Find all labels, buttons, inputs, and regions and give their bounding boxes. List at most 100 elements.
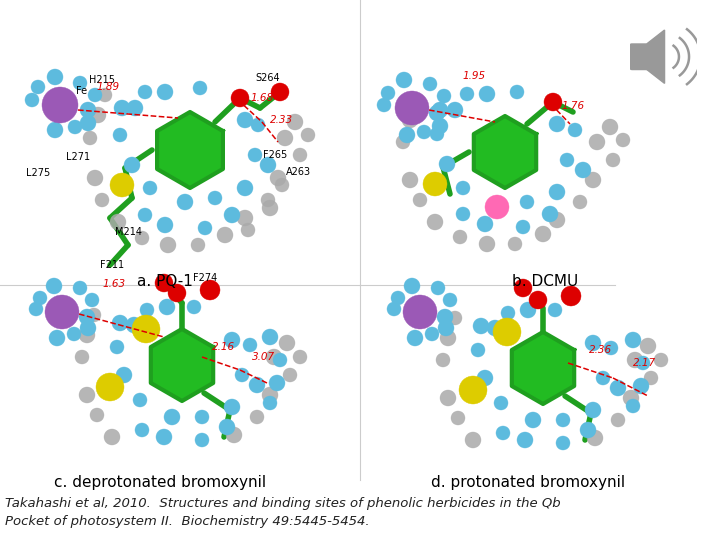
Circle shape — [417, 125, 431, 139]
Circle shape — [80, 320, 96, 336]
Circle shape — [473, 318, 489, 334]
Circle shape — [451, 411, 465, 425]
Circle shape — [42, 87, 78, 123]
Circle shape — [301, 128, 315, 142]
Circle shape — [127, 100, 143, 116]
Circle shape — [195, 433, 209, 447]
Circle shape — [138, 85, 152, 99]
Circle shape — [160, 237, 176, 253]
Circle shape — [430, 127, 444, 141]
Circle shape — [585, 402, 601, 418]
Circle shape — [580, 422, 596, 438]
Circle shape — [459, 376, 487, 404]
Circle shape — [287, 114, 303, 130]
Circle shape — [436, 353, 450, 367]
Circle shape — [606, 153, 620, 167]
Circle shape — [237, 112, 253, 128]
Circle shape — [159, 299, 175, 315]
Circle shape — [191, 238, 205, 252]
Circle shape — [407, 330, 423, 346]
Circle shape — [283, 368, 297, 382]
Circle shape — [293, 148, 307, 162]
Circle shape — [140, 303, 154, 317]
Circle shape — [477, 370, 493, 386]
Circle shape — [198, 221, 212, 235]
Text: L271: L271 — [66, 152, 90, 162]
Circle shape — [73, 76, 87, 90]
Circle shape — [561, 286, 581, 306]
Circle shape — [548, 303, 562, 317]
Circle shape — [625, 332, 641, 348]
Circle shape — [514, 279, 532, 297]
Text: F274: F274 — [193, 273, 217, 283]
Circle shape — [525, 412, 541, 428]
Circle shape — [279, 335, 295, 351]
Circle shape — [262, 200, 278, 216]
Circle shape — [25, 93, 39, 107]
Circle shape — [399, 127, 415, 143]
Circle shape — [266, 349, 282, 365]
Circle shape — [544, 93, 562, 111]
Circle shape — [377, 98, 391, 112]
Circle shape — [403, 295, 437, 329]
Circle shape — [604, 341, 618, 355]
Circle shape — [68, 120, 82, 134]
Text: Fe: Fe — [76, 86, 88, 96]
Circle shape — [269, 375, 285, 391]
Polygon shape — [474, 116, 536, 188]
Text: 2.16: 2.16 — [212, 342, 235, 352]
Text: L275: L275 — [26, 168, 50, 178]
Circle shape — [243, 338, 257, 352]
Circle shape — [113, 128, 127, 142]
Circle shape — [79, 327, 95, 343]
Circle shape — [425, 327, 439, 341]
Circle shape — [250, 410, 264, 424]
Circle shape — [494, 396, 508, 410]
Circle shape — [219, 419, 235, 435]
Circle shape — [448, 311, 462, 325]
Circle shape — [96, 373, 124, 401]
Circle shape — [496, 426, 510, 440]
Circle shape — [610, 380, 626, 396]
Circle shape — [479, 86, 495, 102]
Circle shape — [437, 89, 451, 103]
Circle shape — [273, 353, 287, 367]
Circle shape — [208, 191, 222, 205]
Circle shape — [395, 91, 429, 125]
Polygon shape — [631, 44, 647, 69]
Circle shape — [79, 387, 95, 403]
Circle shape — [589, 134, 605, 150]
Circle shape — [391, 291, 405, 305]
Circle shape — [143, 181, 157, 195]
Circle shape — [46, 278, 62, 294]
Circle shape — [275, 178, 289, 192]
Circle shape — [157, 217, 173, 233]
Circle shape — [49, 330, 65, 346]
Circle shape — [460, 87, 474, 101]
Circle shape — [235, 368, 249, 382]
Circle shape — [110, 340, 124, 354]
Circle shape — [402, 172, 418, 188]
Circle shape — [132, 315, 160, 343]
Circle shape — [224, 399, 240, 415]
Text: 1.68: 1.68 — [251, 93, 274, 103]
Circle shape — [402, 112, 418, 128]
Circle shape — [193, 81, 207, 95]
Circle shape — [87, 170, 103, 186]
Circle shape — [387, 302, 401, 316]
Circle shape — [456, 207, 470, 221]
Text: 2.36: 2.36 — [590, 345, 613, 355]
Circle shape — [427, 214, 443, 230]
Circle shape — [261, 193, 275, 207]
Circle shape — [133, 393, 147, 407]
Circle shape — [168, 284, 186, 302]
Circle shape — [177, 194, 193, 210]
Circle shape — [549, 184, 565, 200]
Circle shape — [251, 118, 265, 132]
Circle shape — [135, 231, 149, 245]
Text: 1.76: 1.76 — [562, 101, 585, 111]
Text: b. DCMU: b. DCMU — [512, 274, 578, 289]
Circle shape — [31, 80, 45, 94]
Circle shape — [263, 396, 277, 410]
Circle shape — [410, 93, 424, 107]
